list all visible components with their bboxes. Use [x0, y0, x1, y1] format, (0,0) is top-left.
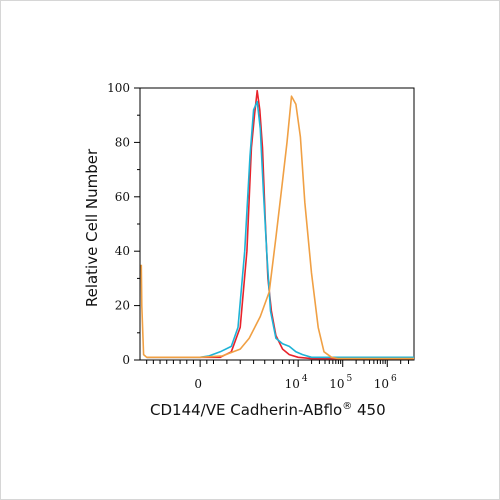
histogram-series-1 [146, 89, 414, 360]
y-axis: 0 20 40 60 80 100 [107, 81, 140, 367]
x-axis-title-suffix: 450 [352, 401, 385, 419]
x-tick-label: 10 4 [285, 374, 308, 391]
histogram-series-3 [140, 95, 414, 360]
x-tick-label: 0 [194, 377, 202, 391]
x-axis-title: CD144/VE Cadherin-ABflo® 450 [150, 401, 386, 419]
y-axis-title: Relative Cell Number [83, 148, 101, 307]
y-tick-label: 20 [115, 299, 130, 313]
x-tick-label: 10 5 [329, 374, 352, 391]
y-tick-label: 60 [115, 190, 130, 204]
y-tick-label: 80 [115, 135, 130, 149]
y-tick-label: 0 [122, 353, 130, 367]
y-tick-label: 100 [107, 81, 130, 95]
y-tick-label: 40 [115, 244, 130, 258]
x-axis-title-main: CD144/VE Cadherin-ABflo [150, 401, 342, 419]
x-axis: 0 10 4 10 5 10 6 [146, 360, 410, 391]
plot-area [139, 87, 415, 361]
x-axis-title-reg: ® [342, 401, 352, 412]
x-tick-label: 10 6 [374, 374, 397, 391]
histogram-series-2 [146, 100, 414, 359]
